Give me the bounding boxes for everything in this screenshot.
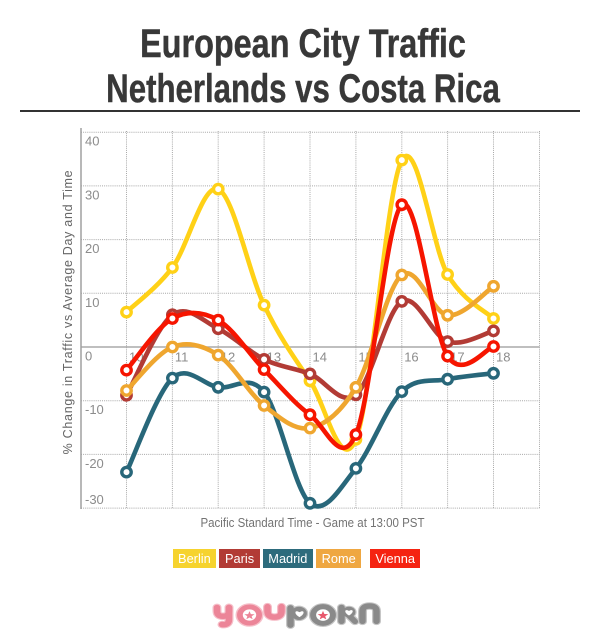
svg-text:40: 40 [85, 134, 99, 149]
svg-text:10: 10 [85, 295, 99, 310]
svg-text:-20: -20 [85, 456, 104, 471]
svg-text:18: 18 [496, 350, 510, 365]
svg-text:-30: -30 [85, 492, 104, 507]
svg-text:0: 0 [85, 349, 92, 364]
svg-text:-10: -10 [85, 402, 104, 417]
svg-text:11: 11 [175, 350, 189, 365]
svg-text:20: 20 [85, 241, 99, 256]
svg-text:16: 16 [404, 350, 418, 365]
svg-text:14: 14 [313, 350, 327, 365]
svg-text:% Change in Traffic vs Average: % Change in Traffic vs Average Day and T… [61, 170, 75, 455]
svg-text:30: 30 [85, 187, 99, 202]
